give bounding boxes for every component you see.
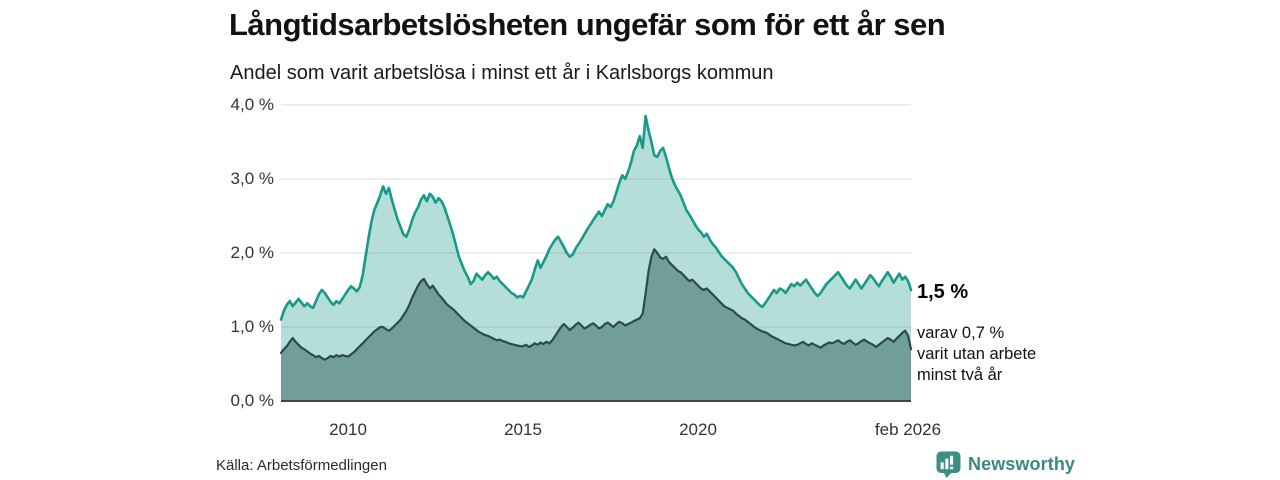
annotation-note-line: minst två år [917, 366, 1003, 384]
chart-speech-bubble-icon [936, 451, 961, 478]
x-tick-label: 2015 [504, 420, 542, 439]
annotation-note-line: varit utan arbete [917, 345, 1037, 363]
y-tick-label: 2,0 % [230, 243, 274, 262]
series-line [279, 248, 913, 361]
y-tick-label: 0,0 % [230, 391, 274, 410]
annotation-latest-value: 1,5 % [917, 281, 969, 303]
annotation-note-line: varav 0,7 % [917, 324, 1005, 342]
x-tick-label: 2010 [329, 420, 367, 439]
x-tick-label: feb 2026 [874, 420, 942, 439]
series-area [281, 249, 911, 401]
y-tick-label: 3,0 % [230, 169, 274, 188]
y-tick-label: 4,0 % [230, 95, 274, 114]
chart-title: Långtidsarbetslösheten ungefär som för e… [229, 7, 946, 42]
newsworthy-wordmark: Newsworthy [968, 454, 1076, 474]
source-note: Källa: Arbetsförmedlingen [216, 457, 387, 474]
annotation-note: varav 0,7 % varit utan arbete minst två … [917, 323, 1036, 386]
newsworthy-logo: Newsworthy [936, 451, 1075, 478]
series-line [279, 114, 913, 321]
y-tick-label: 1,0 % [230, 317, 274, 336]
chart-subtitle: Andel som varit arbetslösa i minst ett å… [230, 62, 774, 84]
x-tick-label: 2020 [679, 420, 717, 439]
